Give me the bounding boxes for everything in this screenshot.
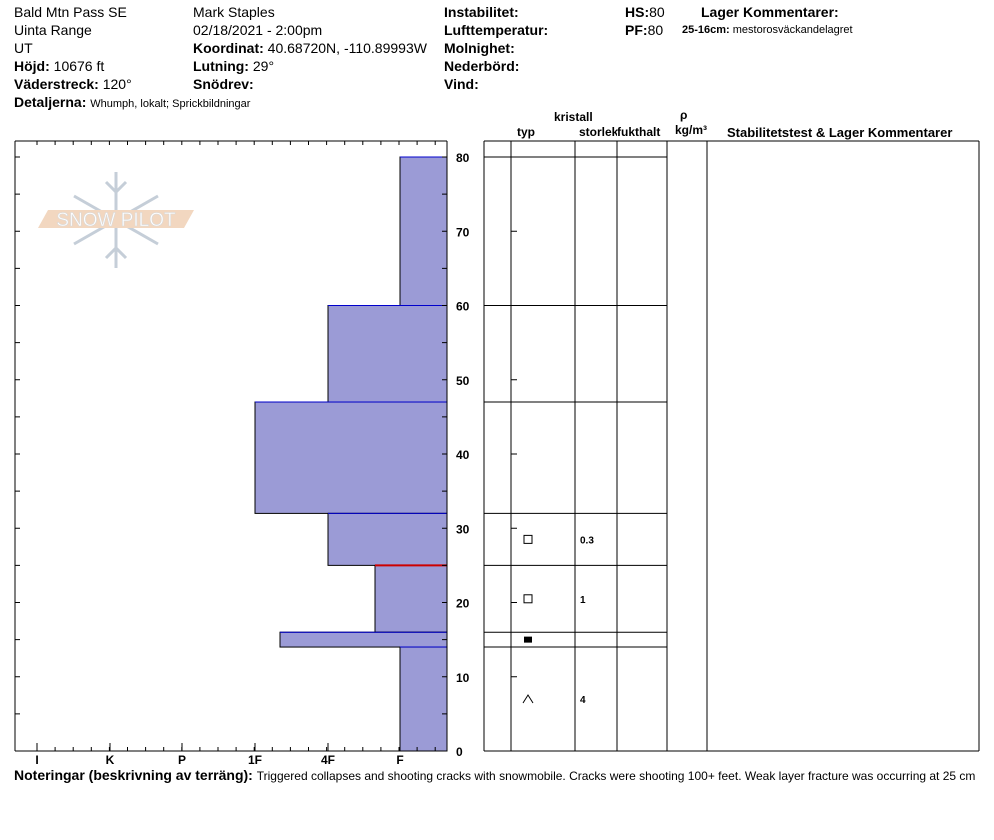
x-tick-label: P (178, 753, 186, 767)
notes-text: Triggered collapses and shooting cracks … (256, 769, 976, 783)
col-density: kg/m³ (675, 123, 708, 137)
coordinates: Koordinat: 40.68720N, -110.89993W (193, 40, 427, 56)
hardness-bar (399, 646, 448, 752)
rounding-facet-icon (524, 636, 532, 643)
faceted-crystal-icon (523, 534, 533, 544)
x-tick-label: F (396, 753, 403, 767)
value: 80 (647, 22, 664, 38)
hardness-bar (327, 305, 448, 403)
layer-comment: 25-16cm: mestorosväckandelagret (682, 24, 853, 36)
y-tick-label: 20 (456, 597, 470, 611)
y-tick-label: 50 (456, 374, 470, 388)
precip-label: Nederbörd: (444, 58, 520, 74)
value: 29° (252, 58, 275, 74)
snowflake-icon: SNOW PILOT (38, 172, 194, 268)
snowpilot-logo: SNOW PILOT (38, 170, 194, 270)
label: Detaljerna: (14, 94, 87, 110)
datetime: 02/18/2021 - 2:00pm (193, 22, 323, 38)
details: Detaljerna: Whumph, lokalt; Sprickbildni… (14, 94, 250, 110)
y-tick-label: 0 (456, 745, 463, 759)
col-size: storlek (579, 125, 617, 139)
aspect: Väderstreck: 120° (14, 76, 132, 92)
notes-label: Noteringar (beskrivning av terräng): (14, 767, 253, 783)
wind-label: Vind: (444, 76, 479, 92)
hardness-bar (374, 564, 448, 633)
instability-label: Instabilitet: (444, 4, 519, 20)
state: UT (14, 40, 33, 56)
x-tick-label: 1F (248, 753, 262, 767)
value: Whumph, lokalt; Sprickbildningar (90, 98, 251, 110)
observer: Mark Staples (193, 4, 275, 20)
range: 25-16cm: (682, 24, 730, 36)
depth-hoar-icon (522, 694, 534, 704)
col-type: typ (517, 125, 535, 139)
crystal-size: 4 (580, 695, 586, 706)
hardness-bar (327, 512, 448, 566)
pf: PF:80 (625, 22, 663, 38)
label: Koordinat: (193, 40, 264, 56)
value: 40.68720N, -110.89993W (267, 40, 427, 56)
logo-text: SNOW PILOT (56, 210, 176, 231)
value: 80 (649, 4, 665, 20)
range: Uinta Range (14, 22, 92, 38)
elevation: Höjd: 10676 ft (14, 58, 104, 74)
value: mestorosväckandelagret (732, 24, 853, 36)
y-tick-label: 80 (456, 151, 470, 165)
x-tick-label: K (106, 753, 115, 767)
crystal-size: 0.3 (580, 535, 594, 546)
location: Bald Mtn Pass SE (14, 4, 127, 20)
col-crystal: kristall (554, 110, 593, 124)
hardness-bar (254, 401, 448, 514)
hs: HS:80 (625, 4, 665, 20)
hardness-bar (279, 631, 448, 648)
label: HS: (625, 4, 650, 20)
x-tick-label: I (35, 753, 38, 767)
x-tick-label: 4F (321, 753, 335, 767)
slope: Lutning: 29° (193, 58, 274, 74)
col-stability: Stabilitetstest & Lager Kommentarer (727, 125, 953, 140)
label: Höjd: (14, 58, 50, 74)
drift-label: Snödrev: (193, 76, 254, 92)
y-tick-label: 10 (456, 671, 470, 685)
value: 10676 ft (53, 58, 105, 74)
y-tick-label: 40 (456, 448, 470, 462)
label: Väderstreck: (14, 76, 99, 92)
value: 120° (102, 76, 132, 92)
layer-comments-label: Lager Kommentarer: (701, 4, 839, 20)
cloud-label: Molnighet: (444, 40, 515, 56)
y-tick-label: 60 (456, 300, 470, 314)
label: Lutning: (193, 58, 249, 74)
notes: Noteringar (beskrivning av terräng): Tri… (14, 767, 975, 783)
label: PF: (625, 22, 648, 38)
faceted-crystal-icon (523, 594, 533, 604)
y-tick-label: 30 (456, 522, 470, 536)
y-tick-label: 70 (456, 225, 470, 239)
airtemp-label: Lufttemperatur: (444, 22, 549, 38)
hardness-bar (399, 156, 448, 306)
col-rho: ρ (680, 108, 688, 122)
col-moisture: fukthalt (617, 125, 661, 139)
crystal-size: 1 (580, 595, 586, 606)
